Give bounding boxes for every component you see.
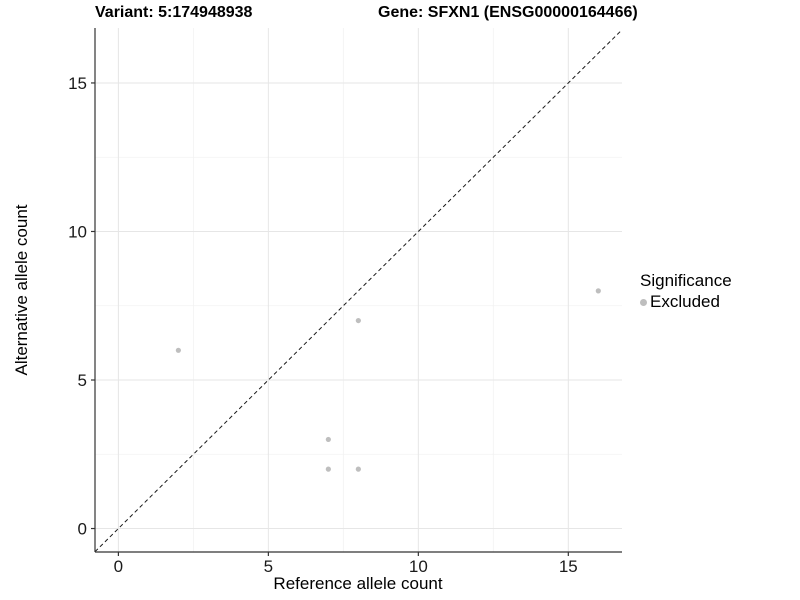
y-tick-label: 0	[78, 520, 87, 539]
legend-item-label: Excluded	[650, 292, 720, 311]
data-point	[325, 436, 331, 443]
legend-item-excluded: Excluded	[640, 292, 732, 312]
legend-title: Significance	[640, 271, 732, 290]
y-tick-label: 10	[68, 222, 87, 241]
y-axis-title: Alternative allele count	[12, 204, 31, 376]
x-axis-title: Reference allele count	[273, 574, 443, 593]
x-tick-label: 0	[114, 557, 123, 576]
data-point	[175, 347, 181, 353]
x-tick-label: 15	[559, 557, 578, 576]
y-tick-label: 15	[68, 74, 87, 93]
data-point	[325, 466, 331, 472]
data-point	[355, 466, 361, 472]
data-point	[355, 317, 361, 324]
legend: Significance Excluded	[640, 271, 732, 312]
legend-point-icon	[640, 298, 647, 306]
data-point	[595, 288, 601, 294]
plot-title-gene: Gene: SFXN1 (ENSG00000164466)	[378, 4, 638, 21]
x-tick-label: 5	[264, 557, 273, 576]
identity-line	[94, 29, 623, 553]
y-tick-label: 5	[78, 371, 87, 390]
plot-title-variant: Variant: 5:174948938	[95, 4, 253, 21]
x-tick-label: 10	[409, 557, 428, 576]
